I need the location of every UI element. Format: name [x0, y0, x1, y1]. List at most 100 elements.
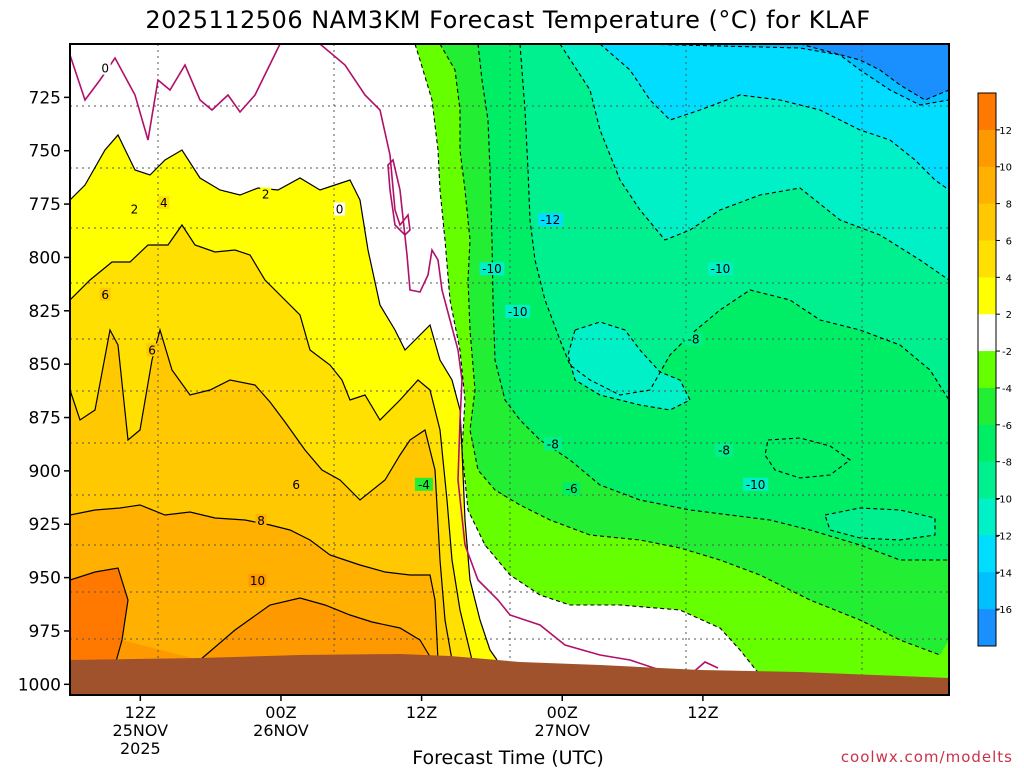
- colorbar-swatch: [978, 277, 996, 315]
- y-tick-label: 775: [29, 195, 61, 215]
- contour-label-bg: [707, 262, 733, 276]
- fill-minus16-below: [800, 44, 949, 100]
- colorbar-swatch: [978, 498, 996, 536]
- warm-contours: [70, 133, 498, 666]
- contour-label-bg: [684, 332, 703, 346]
- colorbar-swatch: [978, 572, 996, 610]
- contour-label: 0: [101, 62, 109, 76]
- y-tick-label: 825: [29, 302, 61, 322]
- contour-minus10: [559, 44, 949, 281]
- y-tick-label: 925: [29, 515, 61, 535]
- x-tick-date: 26NOV: [253, 721, 309, 740]
- colorbar-swatch: [978, 351, 996, 389]
- y-tick-label: 1000: [18, 675, 61, 695]
- contour-label-bg: [248, 573, 267, 587]
- plot-area: [70, 44, 949, 695]
- contour-10: [70, 567, 433, 666]
- contour-label-bg: [414, 477, 433, 491]
- contour-label: -10: [711, 262, 731, 276]
- colorbar-label: -2: [1002, 347, 1012, 358]
- contour-label: 6: [148, 343, 156, 357]
- colorbar-label: 8: [1006, 200, 1012, 211]
- x-tick-time: 12Z: [687, 703, 718, 722]
- colorbar-swatch: [978, 203, 996, 241]
- ground: [70, 654, 949, 695]
- contour-minus16: [799, 44, 949, 101]
- colorbar-label: -10: [996, 495, 1012, 506]
- colorbar-label: -8: [1002, 458, 1012, 469]
- fill-12-plus: [70, 568, 128, 670]
- colorbar-label: -16: [996, 605, 1012, 616]
- colorbar-swatch: [978, 609, 996, 647]
- contour-minus10-pocket: [567, 321, 691, 411]
- y-tick-label: 850: [29, 355, 61, 375]
- colorbar-label: -4: [1002, 384, 1012, 395]
- colorbar-label: 10: [999, 163, 1012, 174]
- contour-label-bg: [146, 343, 158, 357]
- colorbar-swatch: [978, 240, 996, 278]
- contour-labels: 0 0 2 2 4 6 6 6 8 10 -4 -12 -10 -10 -10 -8 -8 -8 -6 -10: [99, 61, 769, 588]
- y-tick-label: 900: [29, 462, 61, 482]
- contour-label: -8: [688, 333, 700, 347]
- contour-label: -4: [418, 478, 430, 492]
- contour-label-bg: [743, 477, 769, 491]
- colorbar-label: -12: [996, 531, 1012, 542]
- contour-label-bg: [290, 477, 302, 491]
- colorbar-label: 4: [1006, 273, 1012, 284]
- x-tick-date: 25NOV: [113, 721, 169, 740]
- colorbar-label: 2: [1006, 310, 1012, 321]
- contour-label: 0: [336, 202, 344, 216]
- colorbar-label: -6: [1002, 421, 1012, 432]
- contour-label-bg: [714, 443, 733, 457]
- contour-label-bg: [505, 304, 531, 318]
- contour-label-bg: [99, 61, 111, 75]
- contour-4: [70, 223, 473, 661]
- pocket-minus8-to-minus10: [825, 508, 935, 540]
- contour-label-bg: [260, 187, 272, 201]
- y-tick-label: 950: [29, 569, 61, 589]
- contour-label: -12: [541, 213, 561, 227]
- contour-6: [70, 327, 453, 661]
- contour-minus12: [599, 44, 949, 191]
- contour-label: 2: [262, 188, 270, 202]
- contour-8: [70, 504, 439, 661]
- contour-label: 2: [131, 202, 139, 216]
- x-tick-year: 2025: [120, 739, 161, 758]
- contour-label: -6: [566, 482, 578, 496]
- contour-label: -10: [482, 262, 502, 276]
- x-tick-time: 00Z: [265, 703, 296, 722]
- contour-label-bg: [479, 262, 505, 276]
- pocket-minus10-to-minus12: [568, 322, 690, 410]
- colorbar-swatch: [978, 166, 996, 205]
- x-tick-date: 27NOV: [534, 721, 590, 740]
- contour-label: 4: [160, 196, 168, 210]
- x-tick-time: 12Z: [125, 703, 156, 722]
- credit-text: coolwx.com/modelts: [841, 748, 1013, 766]
- contour-minus2: [414, 44, 761, 676]
- colorbar-swatch: [978, 387, 996, 426]
- colorbar-swatch: [978, 424, 996, 463]
- y-tick-label: 875: [29, 409, 61, 429]
- contour-label: -8: [718, 444, 730, 458]
- contour-label: 6: [292, 478, 300, 492]
- contour-2: [70, 133, 498, 661]
- colorbar-frame: [977, 92, 997, 647]
- colorbar-swatch: [978, 535, 996, 573]
- contour-minus8: [519, 44, 949, 401]
- contour-minus4: [439, 44, 941, 656]
- x-tick-time: 00Z: [547, 703, 578, 722]
- x-axis-title: Forecast Time (UTC): [412, 747, 603, 768]
- colorbar-swatch: [978, 129, 996, 168]
- contour-minus8-pocket: [824, 507, 936, 541]
- colorbar-label: 6: [1006, 236, 1012, 247]
- contour-label-bg: [99, 287, 111, 301]
- y-tick-label: 725: [29, 88, 61, 108]
- contour-label-bg: [255, 514, 267, 528]
- colorbar: 12 10 8 6 4 2 -2 -4 -6 -8 -10 -12 -14 -16: [977, 92, 1012, 647]
- contour-minus14: [639, 44, 949, 106]
- y-tick-label: 750: [29, 142, 61, 162]
- y-axis: 725 750 775 800 825 850 875 900 925 950 975 1000: [18, 88, 70, 695]
- y-tick-label: 800: [29, 248, 61, 268]
